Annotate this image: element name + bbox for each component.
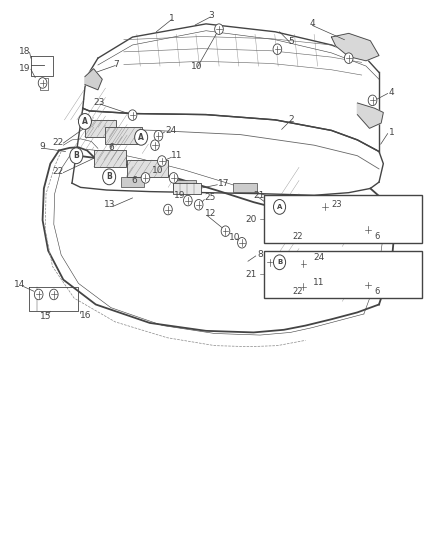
Bar: [299, 212, 342, 233]
Text: 21: 21: [245, 270, 256, 279]
Text: 22: 22: [53, 167, 64, 176]
Text: 15: 15: [39, 312, 51, 321]
Circle shape: [215, 24, 223, 35]
Bar: [94, 150, 126, 167]
Text: A: A: [138, 133, 144, 142]
Circle shape: [38, 78, 47, 88]
Bar: [120, 177, 145, 187]
Circle shape: [299, 259, 307, 269]
Bar: [106, 127, 142, 144]
Circle shape: [70, 148, 83, 164]
Circle shape: [194, 199, 203, 210]
Text: 1: 1: [169, 14, 175, 23]
Text: 22: 22: [293, 287, 303, 296]
Circle shape: [221, 226, 230, 237]
Text: B: B: [74, 151, 79, 160]
Polygon shape: [357, 103, 383, 128]
Bar: [173, 183, 201, 193]
Bar: [233, 183, 257, 192]
Text: 23: 23: [332, 200, 342, 209]
Circle shape: [273, 199, 286, 214]
Text: 14: 14: [14, 280, 25, 289]
Text: 9: 9: [39, 142, 45, 151]
Circle shape: [364, 224, 372, 235]
Circle shape: [102, 169, 116, 185]
Circle shape: [237, 238, 246, 248]
Text: 7: 7: [113, 60, 119, 69]
Circle shape: [78, 114, 92, 130]
Text: 18: 18: [19, 47, 30, 56]
Text: 24: 24: [165, 126, 176, 135]
Circle shape: [299, 281, 307, 292]
Text: 19: 19: [174, 191, 186, 200]
Text: 4: 4: [389, 88, 394, 97]
Circle shape: [265, 257, 274, 268]
Polygon shape: [85, 69, 102, 90]
Circle shape: [158, 156, 166, 166]
Text: 2: 2: [288, 115, 294, 124]
Bar: [265, 251, 422, 298]
Polygon shape: [332, 34, 379, 61]
Text: 3: 3: [208, 12, 214, 20]
Circle shape: [273, 255, 286, 270]
Text: 4: 4: [310, 19, 315, 28]
Bar: [85, 120, 116, 137]
Text: 5: 5: [288, 37, 294, 46]
Text: 8: 8: [257, 251, 263, 260]
Text: 11: 11: [170, 151, 182, 160]
Circle shape: [368, 95, 377, 106]
Text: B: B: [106, 172, 112, 181]
Circle shape: [364, 280, 372, 290]
Bar: [265, 195, 422, 243]
Text: 17: 17: [218, 179, 229, 188]
Text: 6: 6: [374, 287, 380, 296]
Circle shape: [154, 131, 163, 141]
Bar: [173, 180, 196, 190]
Circle shape: [169, 173, 178, 183]
Text: 6: 6: [374, 232, 380, 241]
Text: 20: 20: [245, 214, 256, 223]
Circle shape: [141, 173, 150, 183]
Text: 10: 10: [229, 233, 240, 242]
Text: 19: 19: [19, 63, 30, 72]
Text: 6: 6: [131, 176, 137, 185]
Text: 25: 25: [205, 193, 216, 203]
Bar: [127, 160, 168, 177]
Text: 16: 16: [80, 311, 91, 319]
Circle shape: [344, 53, 353, 63]
Text: 22: 22: [53, 138, 64, 147]
Circle shape: [273, 44, 282, 54]
Circle shape: [151, 140, 159, 150]
Text: 11: 11: [313, 278, 325, 287]
Text: 24: 24: [313, 253, 325, 262]
Text: B: B: [277, 259, 282, 265]
Text: 13: 13: [103, 200, 115, 209]
Circle shape: [34, 289, 43, 300]
Text: 12: 12: [205, 209, 216, 218]
Circle shape: [134, 130, 148, 145]
Text: 21: 21: [254, 191, 265, 200]
Text: 10: 10: [152, 166, 163, 175]
Circle shape: [128, 110, 137, 120]
Text: 1: 1: [389, 127, 394, 136]
Text: 22: 22: [293, 232, 303, 241]
Text: A: A: [82, 117, 88, 126]
Circle shape: [184, 195, 192, 206]
Text: 23: 23: [94, 99, 105, 108]
Circle shape: [49, 289, 58, 300]
Text: A: A: [277, 204, 282, 210]
Text: 6: 6: [109, 143, 114, 152]
Circle shape: [164, 204, 172, 215]
Circle shape: [321, 201, 329, 212]
Bar: [299, 268, 342, 288]
Text: 10: 10: [191, 62, 202, 70]
